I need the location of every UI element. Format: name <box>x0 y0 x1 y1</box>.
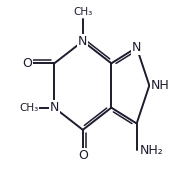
Text: N: N <box>78 35 87 48</box>
Text: CH₃: CH₃ <box>19 103 39 113</box>
Text: NH: NH <box>151 79 170 92</box>
Text: O: O <box>23 57 32 70</box>
Text: NH₂: NH₂ <box>140 144 163 157</box>
Text: O: O <box>78 149 88 162</box>
Text: N: N <box>132 41 141 54</box>
Text: N: N <box>50 101 59 114</box>
Text: CH₃: CH₃ <box>73 7 92 17</box>
